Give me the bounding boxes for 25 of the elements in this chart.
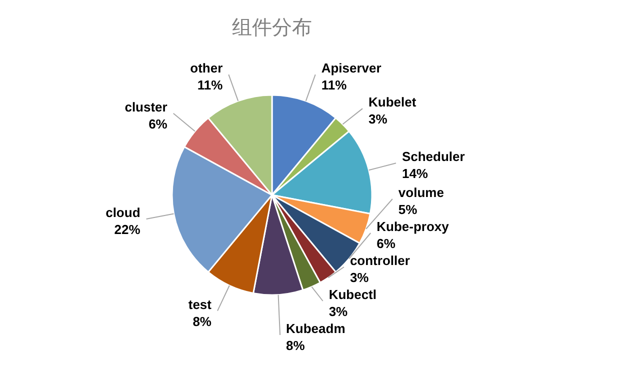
data-label: 5% [398, 202, 418, 217]
slice-label: other [190, 60, 223, 76]
data-label: 6% [148, 116, 168, 132]
data-label: 3% [368, 112, 388, 127]
slice-label: test [188, 296, 212, 312]
data-label: 11% [197, 78, 224, 93]
data-label: 14% [402, 166, 428, 182]
data-label: 3% [350, 270, 370, 285]
data-label: 8% [286, 338, 306, 353]
slice-label: Kubelet [368, 94, 417, 110]
data-label: 6% [376, 236, 396, 251]
slice-label: Kubectl [328, 287, 377, 302]
chart-title: 组件分布 [232, 17, 312, 39]
slice-label: volume [398, 185, 444, 200]
data-label: 8% [192, 314, 212, 329]
data-label: 22% [114, 222, 141, 237]
slice-label: controller [350, 253, 410, 268]
slice-label: cloud [106, 204, 140, 220]
data-label: 11% [321, 78, 348, 93]
slice-label: Kube-proxy [376, 219, 450, 234]
slice-label: Scheduler [402, 149, 465, 164]
slice-label: cluster [124, 99, 168, 114]
slice-label: Apiserver [321, 60, 382, 76]
slice-label: Kubeadm [286, 321, 346, 336]
data-label: 3% [328, 304, 348, 319]
